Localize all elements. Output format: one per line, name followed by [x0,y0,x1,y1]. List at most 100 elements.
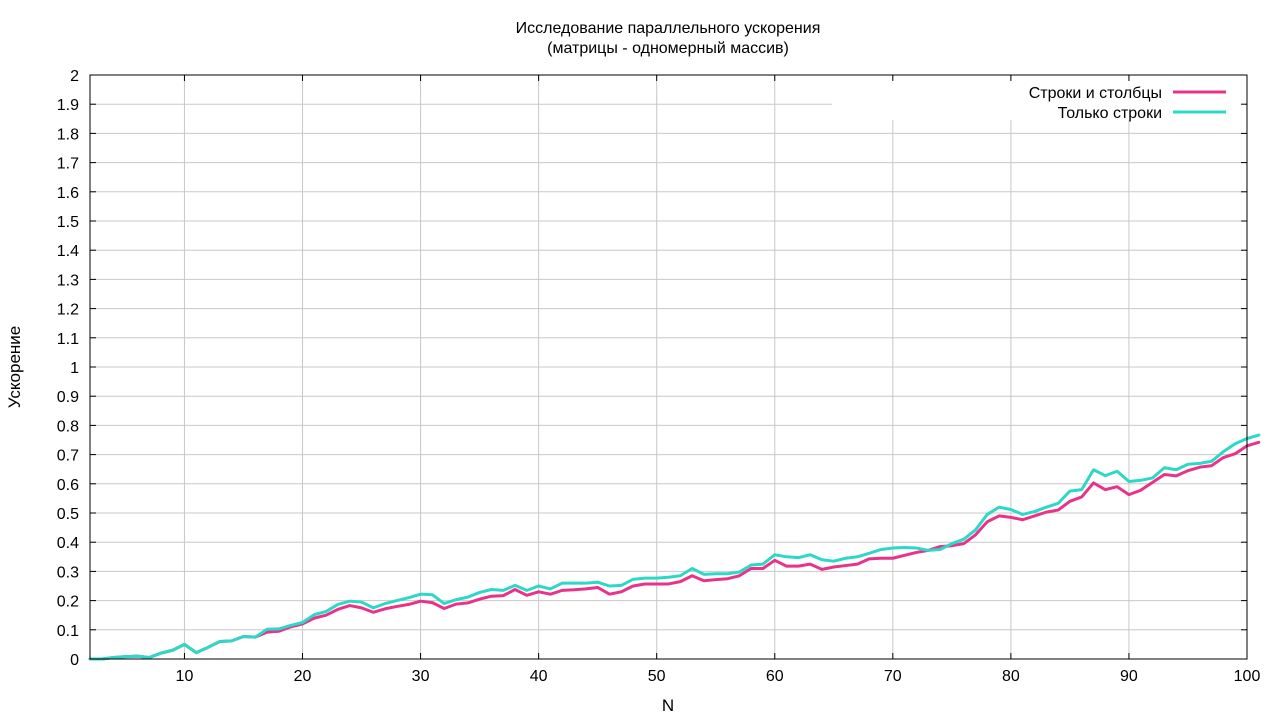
data-point [821,568,823,571]
data-point [455,603,457,605]
x-axis-label: N [662,696,674,715]
grid [90,75,1247,659]
data-point [667,583,670,585]
x-tick-label: 50 [648,668,666,685]
data-point [549,588,552,590]
data-point [171,649,174,652]
data-point [726,577,729,580]
x-tick-label: 100 [1234,668,1261,685]
data-point [1222,450,1225,453]
data-point [561,589,564,592]
data-point [1175,468,1177,471]
data-point [809,553,811,556]
data-point [1198,466,1201,468]
data-point [278,630,280,633]
data-point [1163,466,1166,469]
data-point [691,567,693,570]
data-point [655,583,658,585]
data-point [230,640,233,642]
data-point [467,596,469,598]
data-point [844,557,847,560]
data-point [773,553,776,556]
data-point [844,564,847,567]
data-point [1069,500,1071,503]
x-tick-label: 30 [412,668,430,685]
data-point [526,594,528,597]
data-point [632,585,634,587]
data-point [974,529,977,531]
data-point [1092,468,1095,471]
data-point [880,548,882,551]
series-2 [88,433,1261,661]
data-point [537,591,540,593]
y-tick-label: 0.9 [57,389,79,406]
data-point [112,656,115,659]
data-point [337,608,339,611]
data-point [1163,473,1166,476]
chart-subtitle: (матрицы - одномерный массив) [547,40,789,57]
data-point [396,605,398,608]
data-point [348,600,351,602]
data-point [797,565,800,567]
plot-border [89,74,1248,660]
data-point [313,617,316,619]
chart-text: Исследование параллельного ускорения (ма… [5,20,820,715]
data-point [431,593,434,596]
data-point [514,588,516,591]
y-tick-label: 1.1 [57,331,79,348]
x-tick-label: 40 [530,668,548,685]
data-point [1210,460,1213,463]
data-point [762,567,764,570]
data-point [490,588,493,591]
y-tick-label: 1.4 [57,243,79,260]
legend-label: Строки и столбцы [1029,85,1162,102]
data-point [1139,489,1142,492]
data-point [384,602,386,605]
data-point [1175,475,1177,477]
data-point [1010,508,1012,511]
data-point [785,556,788,558]
y-tick-label: 0.6 [57,477,79,494]
series-layer [88,433,1261,661]
data-point [573,589,575,591]
data-point [1104,474,1107,477]
data-point [585,588,587,590]
data-point [726,572,729,575]
data-point [360,601,363,603]
data-point [1104,488,1107,491]
data-point [821,558,823,561]
plot-frame [89,74,1248,660]
data-point [785,565,788,567]
data-point [620,591,623,593]
data-point [561,582,564,584]
data-point [537,585,540,587]
y-tick-label: 0.3 [57,564,79,581]
data-point [514,584,516,587]
data-point [797,556,800,559]
data-point [467,602,469,604]
data-point [655,577,658,579]
tick-labels: 0 0.1 0.2 0.3 0.4 0.5 0.6 0.7 0.8 0.9 1 1.1 1.2 1.3 1.… [57,68,1261,685]
data-point [903,554,906,557]
data-point [596,581,599,583]
data-point [738,574,741,577]
data-point [1092,482,1095,484]
data-point [183,643,186,646]
data-point [962,538,965,541]
data-point [1187,463,1189,466]
data-point [1080,496,1083,498]
data-point [773,559,776,562]
data-point [714,572,717,575]
data-point [502,589,505,592]
x-tick-label: 60 [766,668,784,685]
x-tick-label: 90 [1120,668,1138,685]
data-point [266,628,268,631]
data-point [337,603,339,606]
y-tick-label: 0 [70,652,79,669]
data-point [160,652,162,654]
y-tick-label: 1.5 [57,214,79,231]
data-point [278,628,280,630]
data-point [148,656,150,659]
y-tick-label: 0.4 [57,535,79,552]
data-point [348,604,351,607]
